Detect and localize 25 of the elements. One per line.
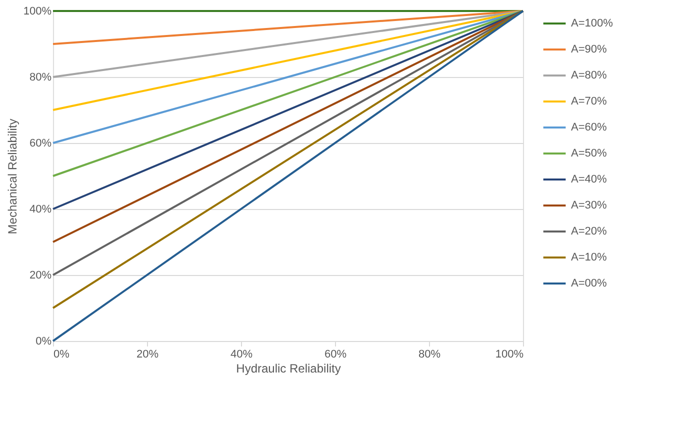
y-tick-label: 80%: [29, 72, 52, 84]
x-tick-label: 0%: [54, 348, 70, 360]
legend-label: A=20%: [571, 226, 607, 238]
legend-label: A=00%: [571, 278, 607, 290]
x-tick-label: 40%: [230, 348, 253, 360]
legend-label: A=30%: [571, 200, 607, 212]
legend-label: A=10%: [571, 252, 607, 264]
legend-label: A=40%: [571, 174, 607, 186]
legend-label: A=50%: [571, 148, 607, 160]
x-tick-label: 60%: [324, 348, 347, 360]
legend-label: A=80%: [571, 70, 607, 82]
x-tick-label: 80%: [418, 348, 441, 360]
legend-label: A=70%: [571, 96, 607, 108]
y-tick-label: 40%: [29, 204, 52, 216]
x-tick-label: 100%: [495, 348, 524, 360]
legend-label: A=90%: [571, 44, 607, 56]
y-axis-title: Mechanical Reliability: [5, 118, 20, 234]
y-tick-label: 60%: [29, 138, 52, 150]
legend-label: A=60%: [571, 122, 607, 134]
x-axis-title: Hydraulic Reliability: [236, 362, 341, 376]
y-tick-label: 100%: [23, 6, 52, 18]
y-tick-label: 0%: [36, 336, 52, 348]
x-tick-label: 20%: [136, 348, 159, 360]
y-tick-label: 20%: [29, 270, 52, 282]
legend-label: A=100%: [571, 18, 614, 30]
